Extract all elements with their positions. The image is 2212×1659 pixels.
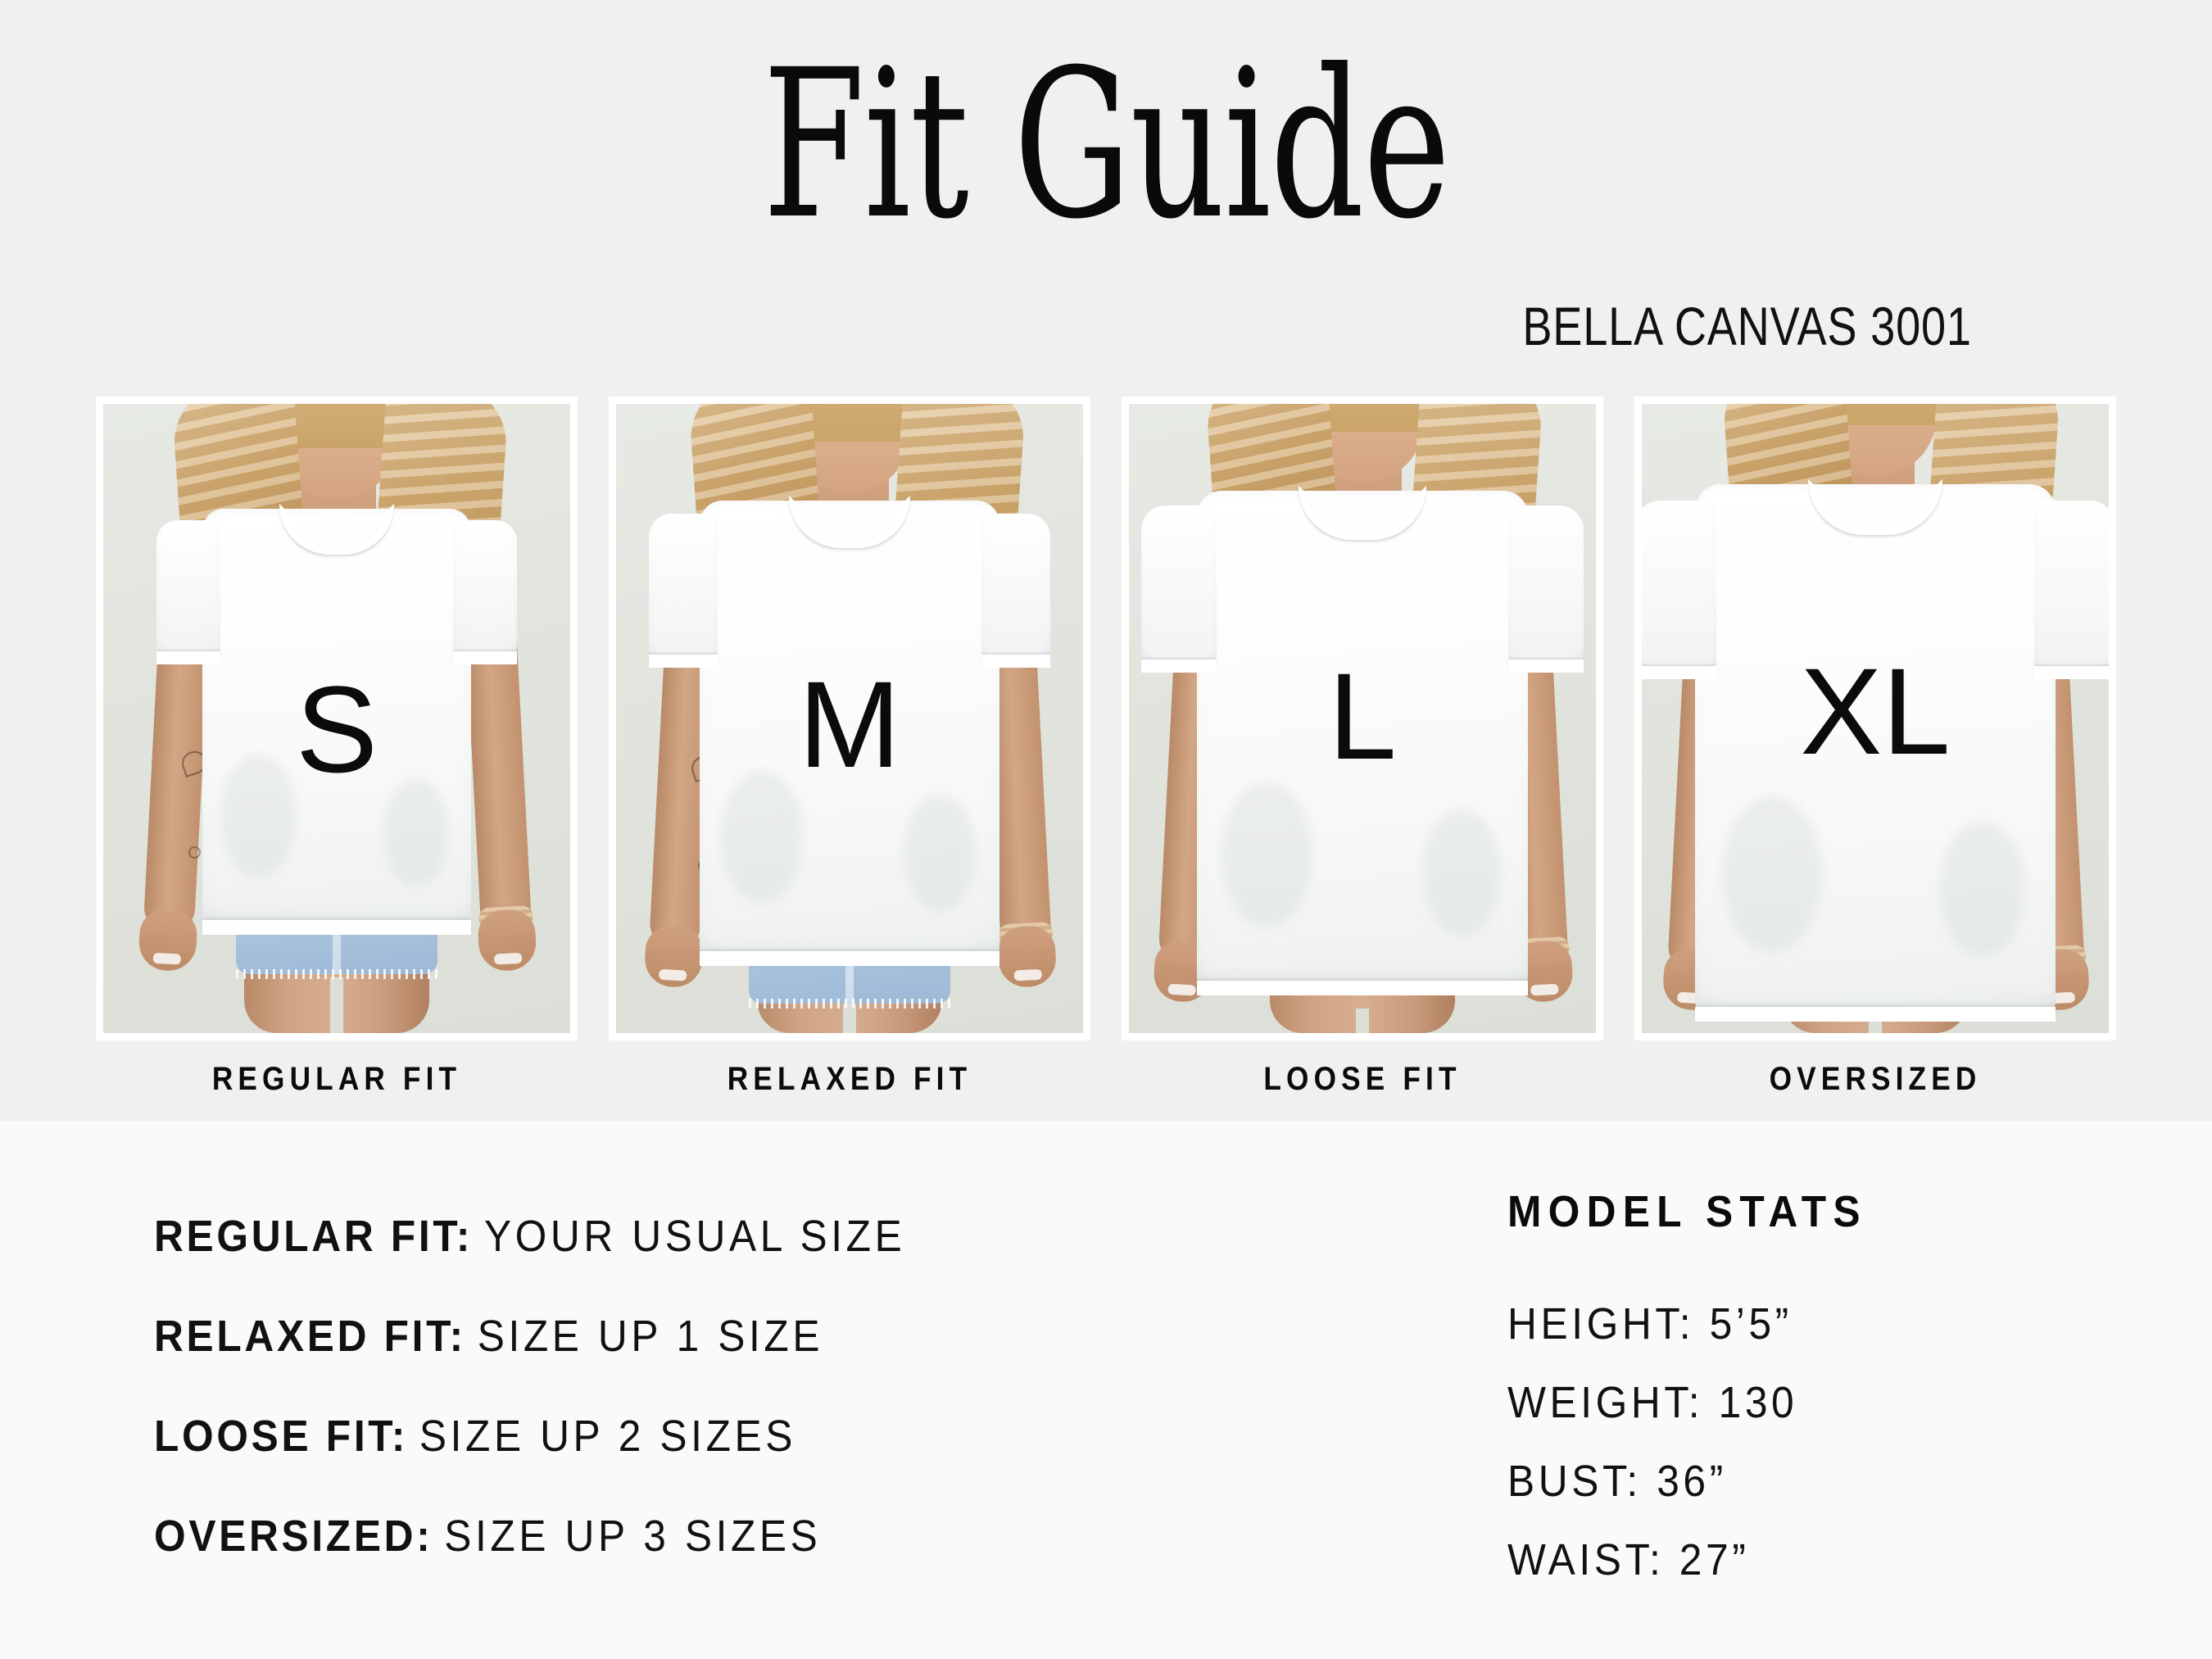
size-label-xl: XL	[1800, 642, 1951, 780]
page-subtitle: BELLA CANVAS 3001	[1522, 296, 1972, 356]
model-photo-m: M	[616, 404, 1083, 1033]
fit-row-loose: LOOSE FIT: SIZE UP 2 SIZES	[154, 1386, 1285, 1486]
size-panel-m[interactable]: M	[609, 397, 1090, 1040]
fit-label-regular: REGULAR FIT:	[154, 1212, 474, 1261]
model-illustration-m: M	[616, 404, 1083, 1033]
fit-caption-row: REGULAR FIT RELAXED FIT LOOSE FIT OVERSI…	[96, 1054, 2116, 1104]
size-panel-l[interactable]: L	[1122, 397, 1603, 1040]
model-stats-block: MODEL STATS HEIGHT: 5’5” WEIGHT: 130 BUS…	[1507, 1186, 2130, 1599]
caption-oversized: OVERSIZED	[1769, 1061, 1982, 1097]
size-panel-xl[interactable]: XL	[1634, 397, 2116, 1040]
tshirt-l	[1141, 486, 1584, 995]
size-photo-strip: S	[96, 397, 2116, 1040]
size-label-m: M	[798, 655, 901, 793]
model-stat-bust: BUST: 36”	[1507, 1457, 1727, 1506]
model-stat-waist: WAIST: 27”	[1507, 1535, 1750, 1584]
model-photo-l: L	[1129, 404, 1596, 1033]
page-title: Fit Guide	[762, 25, 1451, 264]
fit-desc-loose: SIZE UP 2 SIZES	[419, 1412, 796, 1461]
fit-row-oversized: OVERSIZED: SIZE UP 3 SIZES	[154, 1486, 1285, 1586]
caption-loose-fit: LOOSE FIT	[1263, 1061, 1462, 1097]
fit-label-relaxed: RELAXED FIT:	[154, 1312, 466, 1361]
tshirt-m	[649, 496, 1050, 966]
caption-relaxed-fit: RELAXED FIT	[727, 1061, 972, 1097]
model-stat-height: HEIGHT: 5’5”	[1507, 1299, 1793, 1349]
model-illustration-xl: XL	[1642, 404, 2109, 1033]
tshirt-s	[156, 504, 517, 935]
fit-label-loose: LOOSE FIT:	[154, 1412, 409, 1461]
model-stat-weight: WEIGHT: 130	[1507, 1378, 1798, 1427]
model-stats-heading: MODEL STATS	[1507, 1187, 1867, 1236]
model-illustration-l: L	[1129, 404, 1596, 1033]
model-photo-s: S	[103, 404, 570, 1033]
fit-desc-oversized: SIZE UP 3 SIZES	[444, 1512, 822, 1561]
fit-row-relaxed: RELAXED FIT: SIZE UP 1 SIZE	[154, 1286, 1285, 1386]
caption-regular-fit: REGULAR FIT	[211, 1061, 462, 1097]
model-illustration-s: S	[103, 404, 570, 1033]
fit-desc-relaxed: SIZE UP 1 SIZE	[477, 1312, 824, 1361]
fit-description-list: REGULAR FIT: YOUR USUAL SIZE RELAXED FIT…	[154, 1186, 1383, 1586]
fit-desc-regular: YOUR USUAL SIZE	[483, 1212, 906, 1261]
tshirt-xl	[1642, 479, 2109, 1022]
fit-row-regular: REGULAR FIT: YOUR USUAL SIZE	[154, 1186, 1285, 1286]
size-label-s: S	[295, 660, 378, 798]
size-label-l: L	[1328, 647, 1397, 785]
model-photo-xl: XL	[1642, 404, 2109, 1033]
size-panel-s[interactable]: S	[96, 397, 578, 1040]
fit-label-oversized: OVERSIZED:	[154, 1512, 433, 1561]
